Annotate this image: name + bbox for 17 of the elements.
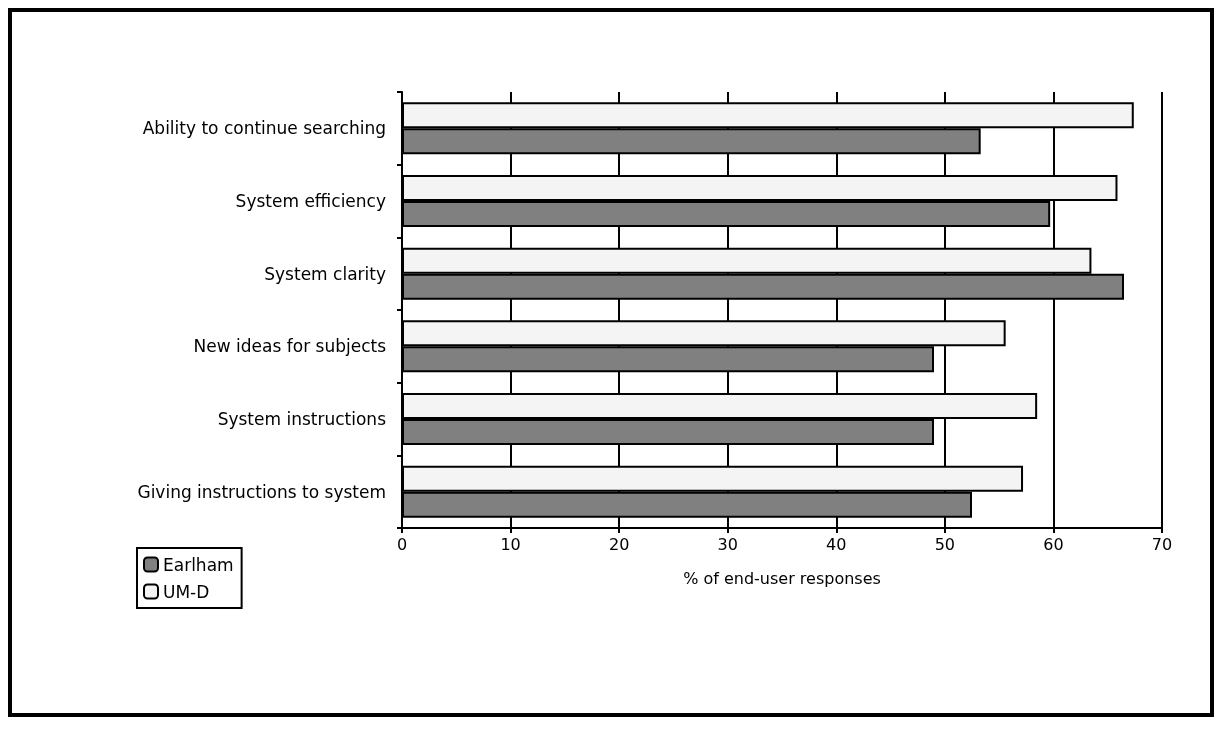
- x-axis-title: % of end-user responses: [683, 568, 881, 588]
- x-tick-label: 70: [1151, 534, 1173, 554]
- legend-label: UM-D: [163, 581, 210, 602]
- x-tick-label: 20: [608, 534, 630, 554]
- y-tick-label: New ideas for subjects: [193, 336, 387, 357]
- x-tick-label: 0: [396, 534, 408, 554]
- x-tick-label: 10: [500, 534, 521, 554]
- y-tick-label: Giving instructions to system: [137, 481, 386, 502]
- x-tick-label: 30: [717, 534, 738, 554]
- y-tick-label: System efficiency: [235, 191, 386, 211]
- x-tick-label: 40: [826, 534, 847, 554]
- legend-label: Earlham: [163, 554, 234, 575]
- y-tick-label: System instructions: [217, 409, 387, 429]
- x-tick-label: 50: [934, 534, 956, 554]
- x-tick-label: 60: [1043, 534, 1064, 554]
- y-tick-label: System clarity: [264, 263, 386, 284]
- y-tick-label: Ability to continue searching: [142, 118, 386, 139]
